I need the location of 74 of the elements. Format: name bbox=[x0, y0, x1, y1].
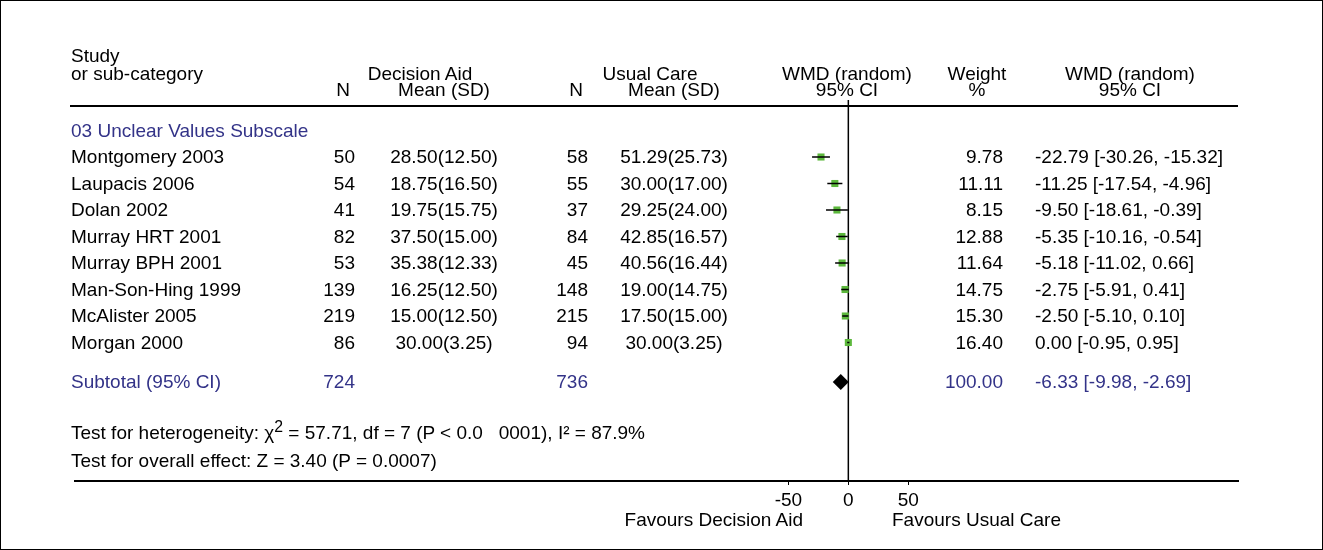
annotation: 86 bbox=[333, 331, 355, 354]
annotation: 58 bbox=[566, 146, 588, 168]
annotation: 11.64 bbox=[956, 252, 1003, 274]
annotation: 19.00(14.75) bbox=[620, 278, 728, 301]
annotation: 42.85(16.57) bbox=[620, 225, 728, 248]
annotation: 51.29(25.73) bbox=[620, 146, 728, 168]
annotation: 15.30 bbox=[955, 305, 1003, 327]
annotation: 14.75 bbox=[955, 278, 1003, 301]
annotation: 148 bbox=[556, 278, 588, 301]
annotation: 30.00(3.25) bbox=[395, 331, 493, 354]
text: Test for overall effect: Z = 3.40 (P = 0.0007) bbox=[71, 450, 437, 472]
text: Favours Decision Aid bbox=[624, 509, 803, 531]
x-tick-label: -50 bbox=[774, 488, 803, 510]
y-tick-label: Montgomery 2003 bbox=[71, 146, 225, 168]
annotation: 8.15 bbox=[966, 199, 1003, 221]
annotation: 19.75(15.75) bbox=[390, 199, 498, 221]
annotation: 100.00 bbox=[944, 370, 1003, 393]
annotation: 11.11 bbox=[958, 172, 1003, 195]
annotation: 30.00(3.25) bbox=[625, 331, 723, 354]
annotation: 35.38(12.33) bbox=[390, 252, 498, 274]
annotation: 94 bbox=[566, 331, 588, 354]
annotation: 0.00 [-0.95, 0.95] bbox=[1035, 331, 1179, 354]
annotation: -11.25 [-17.54, -4.96] bbox=[1035, 172, 1212, 195]
annotation: 45 bbox=[566, 252, 588, 274]
text: Favours Usual Care bbox=[892, 509, 1061, 531]
annotation: 12.88 bbox=[955, 225, 1003, 248]
annotation: 37 bbox=[566, 199, 588, 221]
annotation: 82 bbox=[333, 225, 355, 248]
y-tick-label: Murray BPH 2001 bbox=[71, 252, 223, 274]
annotation: 30.00(17.00) bbox=[620, 172, 728, 195]
y-tick-label: Morgan 2000 bbox=[71, 331, 183, 354]
text: N bbox=[336, 79, 350, 101]
annotation: 41 bbox=[333, 199, 355, 221]
y-tick-label: Laupacis 2006 bbox=[71, 172, 195, 195]
annotation: 724 bbox=[323, 370, 355, 393]
annotation: 29.25(24.00) bbox=[620, 199, 728, 221]
annotation: 84 bbox=[566, 225, 588, 248]
annotation: 53 bbox=[333, 252, 355, 274]
annotation: 215 bbox=[556, 305, 588, 327]
text: 03 Unclear Values Subscale bbox=[71, 120, 309, 142]
x-tick-label: 50 bbox=[897, 488, 919, 510]
text: N bbox=[569, 79, 583, 101]
annotation: -6.33 [-9.98, -2.69] bbox=[1035, 370, 1192, 393]
annotation: -2.75 [-5.91, 0.41] bbox=[1035, 278, 1185, 301]
annotation: 219 bbox=[323, 305, 355, 327]
y-tick-label: McAlister 2005 bbox=[71, 305, 197, 327]
y-tick-label: Man-Son-Hing 1999 bbox=[71, 278, 242, 301]
y-tick-label: Subtotal (95% CI) bbox=[71, 370, 221, 393]
annotation: 16.25(12.50) bbox=[390, 278, 498, 301]
annotation: 40.56(16.44) bbox=[620, 252, 728, 274]
text: Test for heterogeneity: χ$^{2}$ = 57.71, df = 7 (P < 0.0 0001), I² = 87.9% bbox=[71, 416, 646, 445]
annotation: 139 bbox=[323, 278, 355, 301]
annotation: 28.50(12.50) bbox=[390, 146, 498, 168]
annotation: -22.79 [-30.26, -15.32] bbox=[1035, 146, 1224, 168]
annotation: 736 bbox=[556, 370, 588, 393]
annotation: 15.00(12.50) bbox=[390, 305, 498, 327]
text: WMD (random) bbox=[1065, 63, 1195, 84]
annotation: 55 bbox=[566, 172, 588, 195]
x-tick-label: 0 bbox=[843, 488, 854, 510]
annotation: 37.50(15.00) bbox=[390, 225, 498, 248]
text: WMD (random) bbox=[782, 63, 912, 84]
annotation: 50 bbox=[333, 146, 355, 168]
annotation: 9.78 bbox=[966, 146, 1003, 168]
annotation: -5.18 [-11.02, 0.66] bbox=[1035, 252, 1195, 274]
annotation: 54 bbox=[333, 172, 355, 195]
annotation: -5.35 [-10.16, -0.54] bbox=[1035, 225, 1202, 248]
annotation: 18.75(16.50) bbox=[390, 172, 498, 195]
y-tick-label: Dolan 2002 bbox=[71, 199, 169, 221]
annotation: 16.40 bbox=[955, 331, 1003, 354]
text: Study bbox=[71, 45, 120, 67]
y-tick-label: Murray HRT 2001 bbox=[71, 225, 222, 248]
annotation: -2.50 [-5.10, 0.10] bbox=[1035, 305, 1185, 327]
annotation: 17.50(15.00) bbox=[620, 305, 728, 327]
annotation: -9.50 [-18.61, -0.39] bbox=[1035, 199, 1202, 221]
